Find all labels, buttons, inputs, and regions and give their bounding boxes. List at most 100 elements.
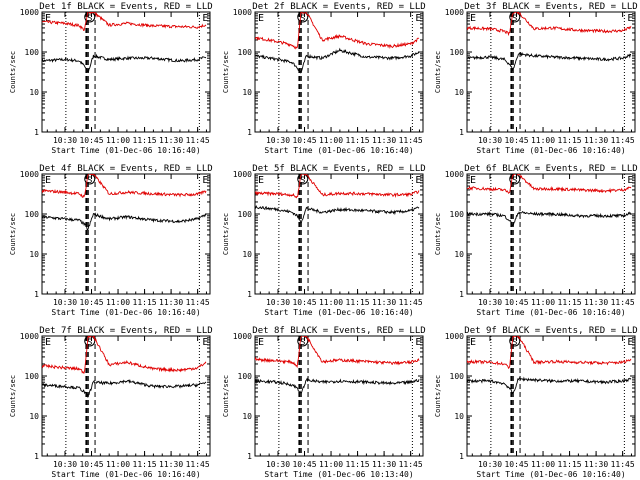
x-tick-label: 10:30 [53, 136, 77, 145]
eclipse-marker: E [202, 337, 208, 348]
eclipse-marker: E [415, 337, 421, 348]
x-tick-label: 10:45 [79, 136, 103, 145]
x-axis-label: Start Time (01-Dec-06 10:13:40) [264, 470, 413, 479]
events-series-line [42, 53, 207, 73]
y-tick-label: 10 [454, 88, 464, 97]
y-tick-label: 1 [459, 290, 464, 299]
y-tick-label: 10 [29, 250, 39, 259]
y-tick-label: 1000 [445, 332, 464, 341]
x-tick-label: 11:45 [186, 460, 210, 469]
eclipse-marker: E [470, 175, 476, 186]
eclipse-marker: E [470, 337, 476, 348]
y-tick-label: 1000 [20, 170, 39, 179]
x-tick-label: 11:30 [584, 460, 608, 469]
eclipse-marker: E [202, 13, 208, 24]
eclipse-marker: E [415, 175, 421, 186]
y-tick-label: 1000 [233, 170, 252, 179]
x-tick-label: 11:15 [558, 136, 582, 145]
series-group [255, 12, 420, 74]
x-axis-label: Start Time (01-Dec-06 10:16:40) [51, 308, 200, 317]
x-tick-label: 11:00 [531, 298, 555, 307]
detector-panel-5: Det 5f BLACK = Events, RED = LLD Counts/s… [222, 164, 426, 317]
x-tick-label: 11:15 [558, 298, 582, 307]
plot-title: Det 6f BLACK = Events, RED = LLD [464, 164, 637, 174]
x-tick-label: 11:00 [106, 136, 130, 145]
eclipse-marker: E [258, 13, 264, 24]
events-series-line [42, 378, 207, 398]
eclipse-marker: E [45, 175, 51, 186]
y-tick-label: 100 [25, 48, 40, 57]
detector-panel-4: Det 4f BLACK = Events, RED = LLD Counts/s… [9, 164, 213, 317]
x-tick-label: 11:30 [584, 136, 608, 145]
y-tick-label: 1000 [445, 8, 464, 17]
saa-marker: S [512, 338, 517, 348]
plot-frame [41, 335, 211, 457]
saa-marker: S [512, 14, 517, 24]
x-tick-label: 11:15 [133, 298, 157, 307]
y-tick-label: 100 [238, 372, 253, 381]
eclipse-marker: E [627, 337, 633, 348]
y-tick-label: 1000 [233, 332, 252, 341]
eclipse-marker: E [627, 175, 633, 186]
lld-series-line [255, 336, 420, 369]
series-group [42, 336, 207, 398]
x-axis-label: Start Time (01-Dec-06 10:16:40) [51, 470, 200, 479]
series-group [467, 336, 632, 395]
plot-title: Det 4f BLACK = Events, RED = LLD [39, 164, 212, 174]
x-tick-label: 11:45 [186, 298, 210, 307]
y-tick-label: 100 [25, 372, 40, 381]
y-tick-label: 10 [242, 412, 252, 421]
saa-marker-circle [84, 11, 96, 23]
plot-frame [466, 173, 636, 295]
x-tick-label: 10:45 [504, 460, 528, 469]
series-group [255, 174, 420, 225]
series-group [42, 174, 207, 231]
x-tick-label: 10:45 [292, 136, 316, 145]
x-tick-label: 11:00 [319, 136, 343, 145]
x-tick-label: 11:15 [133, 460, 157, 469]
x-tick-label: 10:30 [266, 136, 290, 145]
x-tick-label: 10:30 [478, 460, 502, 469]
series-group [467, 12, 632, 72]
x-tick-label: 11:30 [372, 298, 396, 307]
plot-title: Det 3f BLACK = Events, RED = LLD [464, 2, 637, 12]
y-axis-label: Counts/sec [222, 51, 230, 93]
x-tick-label: 11:30 [584, 298, 608, 307]
plot-title: Det 8f BLACK = Events, RED = LLD [252, 326, 425, 336]
x-tick-label: 11:30 [372, 136, 396, 145]
detector-panel-2: Det 2f BLACK = Events, RED = LLD Counts/s… [222, 2, 426, 155]
saa-marker: S [300, 338, 305, 348]
series-group [467, 174, 632, 227]
x-tick-label: 10:45 [79, 460, 103, 469]
x-tick-label: 11:45 [611, 136, 635, 145]
saa-marker-circle [297, 11, 309, 23]
x-tick-label: 11:00 [106, 298, 130, 307]
x-tick-label: 11:15 [133, 136, 157, 145]
x-tick-label: 11:30 [159, 460, 183, 469]
series-group [255, 336, 420, 394]
y-axis-label: Counts/sec [9, 375, 17, 417]
y-axis-label: Counts/sec [222, 213, 230, 255]
x-tick-label: 10:45 [504, 298, 528, 307]
saa-marker: S [300, 176, 305, 186]
x-axis-label: Start Time (01-Dec-06 10:16:40) [476, 470, 625, 479]
y-tick-label: 10 [454, 412, 464, 421]
plot-frame [254, 11, 424, 133]
detector-panel-9: Det 9f BLACK = Events, RED = LLD Counts/s… [434, 326, 638, 479]
saa-marker: S [300, 14, 305, 24]
eclipse-marker: E [470, 13, 476, 24]
y-tick-label: 10 [242, 250, 252, 259]
events-series-line [42, 212, 207, 231]
x-tick-label: 11:30 [159, 136, 183, 145]
x-tick-label: 10:30 [266, 298, 290, 307]
y-tick-label: 100 [25, 210, 40, 219]
x-tick-label: 10:30 [266, 460, 290, 469]
saa-marker: S [87, 14, 92, 24]
lld-series-line [42, 336, 207, 374]
y-tick-label: 1 [34, 290, 39, 299]
x-tick-label: 10:30 [53, 460, 77, 469]
lld-series-line [467, 336, 632, 369]
plot-frame [41, 11, 211, 133]
y-tick-label: 10 [29, 412, 39, 421]
lld-series-line [467, 12, 632, 37]
